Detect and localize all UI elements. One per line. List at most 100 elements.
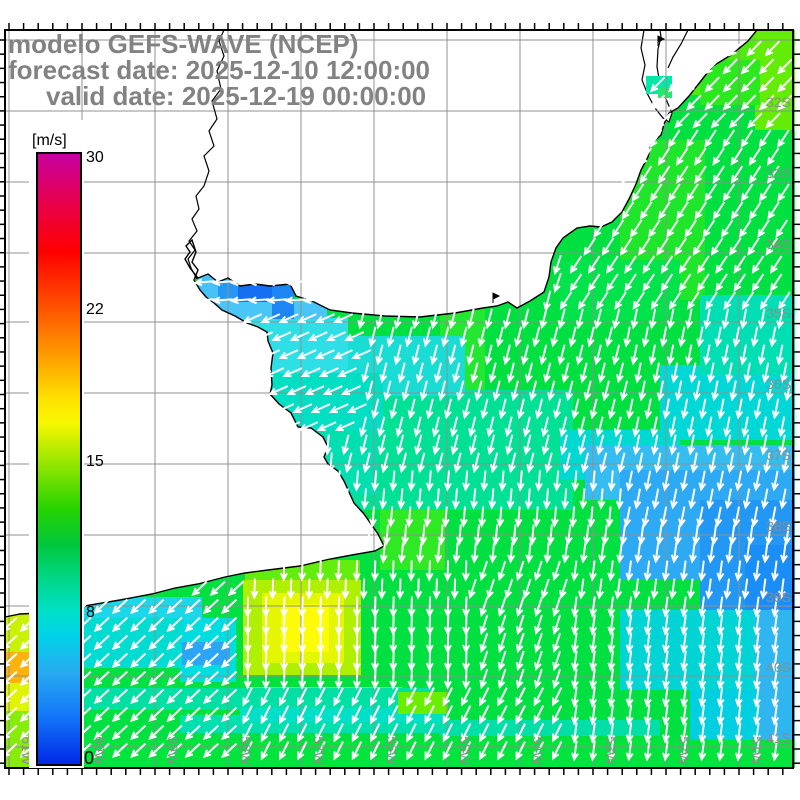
wind-arrow (753, 722, 761, 744)
wind-arrow (589, 704, 598, 726)
wind-arrow (559, 578, 568, 600)
wind-arrow (607, 650, 616, 672)
wind-arrow (587, 506, 596, 528)
wind-arrow (396, 434, 405, 456)
wind-arrow (776, 58, 793, 75)
wind-arrow (687, 291, 700, 310)
wind-arrow (728, 40, 744, 57)
wind-arrow (704, 58, 720, 75)
wind-arrow (704, 76, 720, 93)
land-mass (5, 29, 757, 617)
wind-arrow (442, 687, 454, 707)
wind-arrow (357, 308, 366, 330)
wind-arrow (352, 470, 361, 492)
wind-arrow (771, 650, 780, 672)
wind-arrow (605, 326, 614, 348)
wind-arrow (370, 723, 381, 743)
wind-arrow (411, 344, 420, 366)
wind-arrow (412, 308, 421, 330)
wind-arrow (742, 488, 751, 510)
wind-arrow (662, 398, 671, 420)
wind-arrow (93, 634, 110, 651)
wind-arrow (776, 308, 784, 330)
wind-arrow (193, 296, 215, 305)
wind-arrow (377, 434, 386, 456)
wind-arrow (541, 416, 550, 438)
wind-arrow (202, 652, 219, 669)
wind-arrow (680, 704, 689, 726)
wind-arrow (406, 741, 417, 761)
wind-arrow (771, 704, 780, 726)
wind-arrow (607, 398, 616, 420)
wind-arrow (657, 147, 671, 166)
wind-arrow (407, 668, 416, 690)
wind-arrow (607, 470, 616, 492)
wind-arrow (739, 344, 748, 366)
wind-arrow (221, 688, 238, 705)
wind-arrow (437, 524, 446, 546)
wind-arrow (747, 380, 756, 402)
wind-arrow (130, 670, 147, 687)
wind-arrow (654, 452, 662, 474)
wind-arrow (130, 742, 147, 759)
wind-arrow (704, 94, 720, 111)
wind-arrow (771, 632, 780, 654)
wind-arrow (166, 724, 183, 741)
wind-arrow (692, 112, 708, 129)
wind-arrow (389, 560, 398, 582)
wind-arrow (629, 219, 643, 238)
wind-arrow (648, 219, 661, 238)
wind-arrow (714, 506, 723, 528)
wind-arrow (708, 452, 717, 474)
wind-arrow (668, 183, 681, 202)
wind-arrow (455, 524, 464, 546)
wind-arrow (148, 616, 165, 633)
latitude-label: 37S (766, 447, 791, 463)
wind-arrow (662, 596, 670, 618)
wind-arrow (368, 326, 377, 348)
wind-arrow (694, 201, 708, 220)
wind-arrow (651, 488, 660, 510)
wind-arrow (698, 668, 707, 690)
wind-arrow (769, 326, 777, 348)
wind-arrow (759, 183, 772, 202)
wind-arrow (625, 560, 634, 582)
wind-arrow (639, 165, 653, 184)
wind-arrow (716, 722, 725, 744)
wind-arrow (450, 416, 459, 438)
wind-arrow (596, 291, 609, 310)
wind-arrow (423, 326, 432, 348)
wind-arrow (740, 58, 757, 75)
wind-arrow (242, 705, 253, 725)
wind-arrow (697, 255, 710, 274)
wind-arrow (734, 470, 743, 492)
wind-arrow (414, 434, 423, 456)
wind-arrow (680, 650, 689, 672)
wind-arrow (362, 452, 371, 474)
wind-arrow (635, 452, 644, 474)
wind-arrow (479, 668, 489, 690)
wind-arrow (589, 650, 598, 672)
wind-arrow (243, 668, 252, 690)
longitude-label: 56W (384, 736, 400, 766)
wind-arrow (316, 421, 337, 432)
wind-arrow (370, 741, 381, 761)
wind-arrow (668, 416, 677, 438)
wind-arrow (334, 668, 343, 690)
wind-arrow (589, 560, 597, 582)
barrier-island-path (667, 29, 689, 69)
wind-arrow (534, 470, 543, 492)
wind-arrow (603, 201, 617, 220)
wind-arrow (720, 219, 734, 238)
wind-arrow (498, 398, 507, 420)
wind-arrow (534, 668, 543, 690)
wind-arrow (716, 668, 725, 690)
wind-arrow (638, 237, 651, 256)
wind-arrow (533, 687, 545, 707)
wind-arrow (767, 201, 780, 220)
wind-arrow (542, 488, 551, 510)
wind-arrow (617, 452, 626, 474)
wind-arrow (184, 670, 201, 687)
wind-arrow (674, 237, 688, 256)
wind-arrow (723, 578, 732, 600)
